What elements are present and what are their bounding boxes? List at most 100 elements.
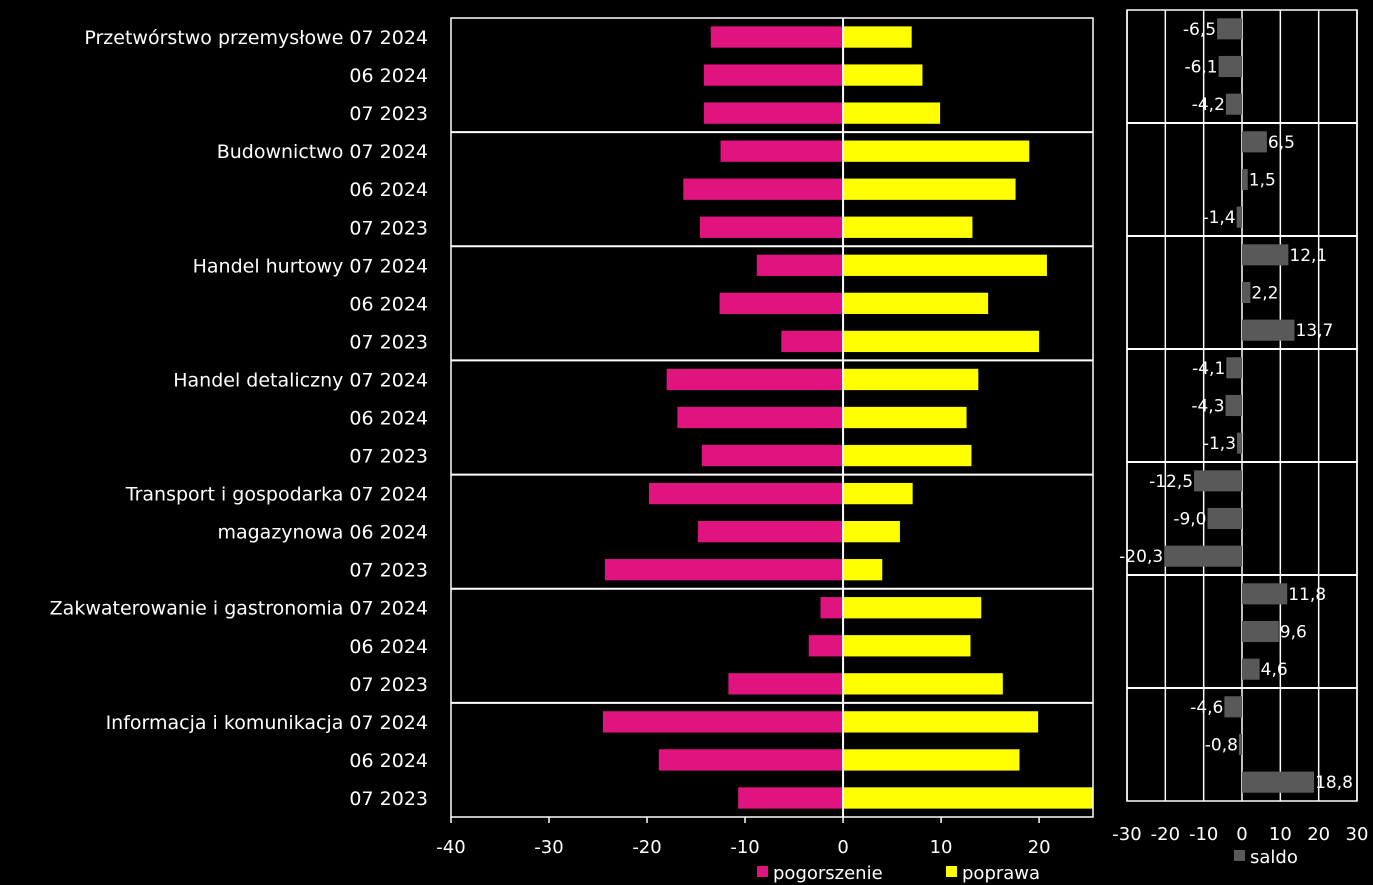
legend-swatch-pogorszenie — [757, 866, 768, 877]
category-label: Informacja i komunikacja 07 2024 — [106, 712, 428, 734]
bar-poprawa-14 — [843, 559, 883, 581]
data-label-saldo: -4,6 — [1190, 698, 1223, 718]
side-x-tick-label: 10 — [1269, 824, 1292, 845]
bar-poprawa-11 — [843, 444, 972, 467]
bar-saldo-16 — [1242, 620, 1279, 643]
bar-pogorszenie-13 — [697, 520, 844, 543]
bar-pogorszenie-0 — [710, 26, 844, 48]
data-label-saldo: 4,6 — [1261, 660, 1288, 680]
main-x-tick-label: 0 — [837, 837, 848, 858]
data-label-saldo: -0,8 — [1205, 736, 1238, 756]
bar-saldo-6 — [1242, 244, 1289, 266]
data-label-saldo: 11,8 — [1288, 585, 1326, 605]
bar-poprawa-0 — [843, 26, 912, 48]
bar-saldo-2 — [1225, 93, 1242, 115]
data-label-saldo: 1,5 — [1249, 171, 1276, 191]
category-label: 06 2024 — [349, 293, 428, 315]
bar-saldo-1 — [1218, 55, 1242, 78]
bar-poprawa-17 — [843, 673, 1003, 695]
data-label-saldo: -20,3 — [1119, 547, 1163, 567]
bar-saldo-17 — [1242, 658, 1260, 680]
data-label-saldo: 18,8 — [1315, 773, 1353, 793]
bar-pogorszenie-14 — [604, 559, 844, 581]
legend-label-poprawa: poprawa — [962, 863, 1040, 884]
category-label: 06 2024 — [349, 65, 428, 87]
legend-label-pogorszenie: pogorszenie — [773, 863, 883, 884]
bar-pogorszenie-4 — [683, 178, 844, 200]
legend-label-saldo: saldo — [1250, 847, 1298, 868]
bar-pogorszenie-17 — [728, 673, 844, 695]
bar-poprawa-10 — [843, 406, 967, 429]
category-label: Budownictwo 07 2024 — [217, 141, 428, 163]
side-x-tick-label: 30 — [1346, 824, 1369, 845]
data-label-saldo: -4,3 — [1191, 397, 1224, 417]
category-label: Przetwórstwo przemysłowe 07 2024 — [84, 27, 428, 49]
category-label: Transport i gospodarka 07 2024 — [125, 484, 428, 506]
bar-saldo-10 — [1225, 394, 1242, 417]
bar-pogorszenie-2 — [703, 102, 844, 124]
side-x-tick-label: -10 — [1189, 824, 1218, 845]
bar-saldo-13 — [1207, 507, 1242, 530]
data-label-saldo: -1,4 — [1202, 208, 1235, 228]
bar-poprawa-16 — [843, 635, 971, 657]
bar-pogorszenie-3 — [720, 140, 844, 162]
side-x-tick-label: -20 — [1151, 824, 1180, 845]
main-x-tick-label: -40 — [436, 837, 465, 858]
category-label: Zakwaterowanie i gastronomia 07 2024 — [50, 598, 428, 620]
bar-saldo-15 — [1242, 583, 1288, 605]
bar-pogorszenie-18 — [602, 711, 844, 733]
bar-poprawa-5 — [843, 216, 973, 238]
bar-poprawa-13 — [843, 520, 900, 543]
bar-poprawa-7 — [843, 292, 989, 315]
category-label: 07 2023 — [349, 788, 428, 810]
category-label: 07 2023 — [349, 331, 428, 353]
main-plot-frame — [450, 17, 1094, 818]
data-label-saldo: -4,2 — [1192, 95, 1225, 115]
side-plot-frame — [1126, 9, 1358, 802]
bar-pogorszenie-1 — [703, 64, 844, 86]
bar-poprawa-8 — [843, 330, 1040, 353]
bar-saldo-20 — [1242, 771, 1315, 793]
data-label-saldo: 6,5 — [1268, 133, 1295, 153]
bar-poprawa-19 — [843, 749, 1020, 771]
data-label-saldo: -12,5 — [1149, 472, 1193, 492]
bar-poprawa-3 — [843, 140, 1030, 162]
bar-saldo-19 — [1238, 733, 1242, 756]
category-label: Handel hurtowy 07 2024 — [193, 255, 428, 277]
bar-poprawa-4 — [843, 178, 1016, 200]
category-label: 07 2023 — [349, 446, 428, 468]
category-label: 06 2024 — [349, 179, 428, 201]
bar-poprawa-9 — [843, 368, 979, 391]
category-label: 07 2023 — [349, 560, 428, 582]
bar-pogorszenie-9 — [666, 368, 844, 391]
bar-saldo-14 — [1164, 545, 1242, 567]
bar-saldo-12 — [1194, 470, 1242, 492]
bar-poprawa-18 — [843, 711, 1039, 733]
bar-saldo-0 — [1217, 18, 1242, 40]
side-x-tick-label: -30 — [1112, 824, 1141, 845]
bar-pogorszenie-10 — [677, 406, 844, 429]
legend-swatch-saldo — [1234, 850, 1245, 861]
legend-swatch-poprawa — [946, 866, 957, 877]
data-label-saldo: -9,0 — [1173, 510, 1206, 530]
bar-saldo-9 — [1226, 357, 1242, 379]
bar-poprawa-6 — [843, 254, 1047, 276]
data-label-saldo: 12,1 — [1289, 246, 1327, 266]
category-label: 06 2024 — [349, 408, 428, 430]
category-label: 07 2023 — [349, 103, 428, 125]
bar-saldo-3 — [1242, 131, 1267, 153]
data-label-saldo: -4,1 — [1192, 359, 1225, 379]
data-label-saldo: 13,7 — [1296, 321, 1334, 341]
main-x-tick-label: 10 — [930, 837, 953, 858]
bar-pogorszenie-6 — [756, 254, 844, 276]
main-x-tick-label: -10 — [730, 837, 759, 858]
bar-pogorszenie-20 — [738, 787, 844, 809]
bar-pogorszenie-19 — [658, 749, 844, 771]
side-x-tick-label: 20 — [1307, 824, 1330, 845]
side-x-tick-label: 0 — [1236, 824, 1247, 845]
bar-pogorszenie-16 — [808, 635, 844, 657]
bar-pogorszenie-12 — [648, 482, 844, 505]
main-x-tick-label: 20 — [1028, 837, 1051, 858]
category-label: magazynowa 06 2024 — [217, 522, 428, 544]
